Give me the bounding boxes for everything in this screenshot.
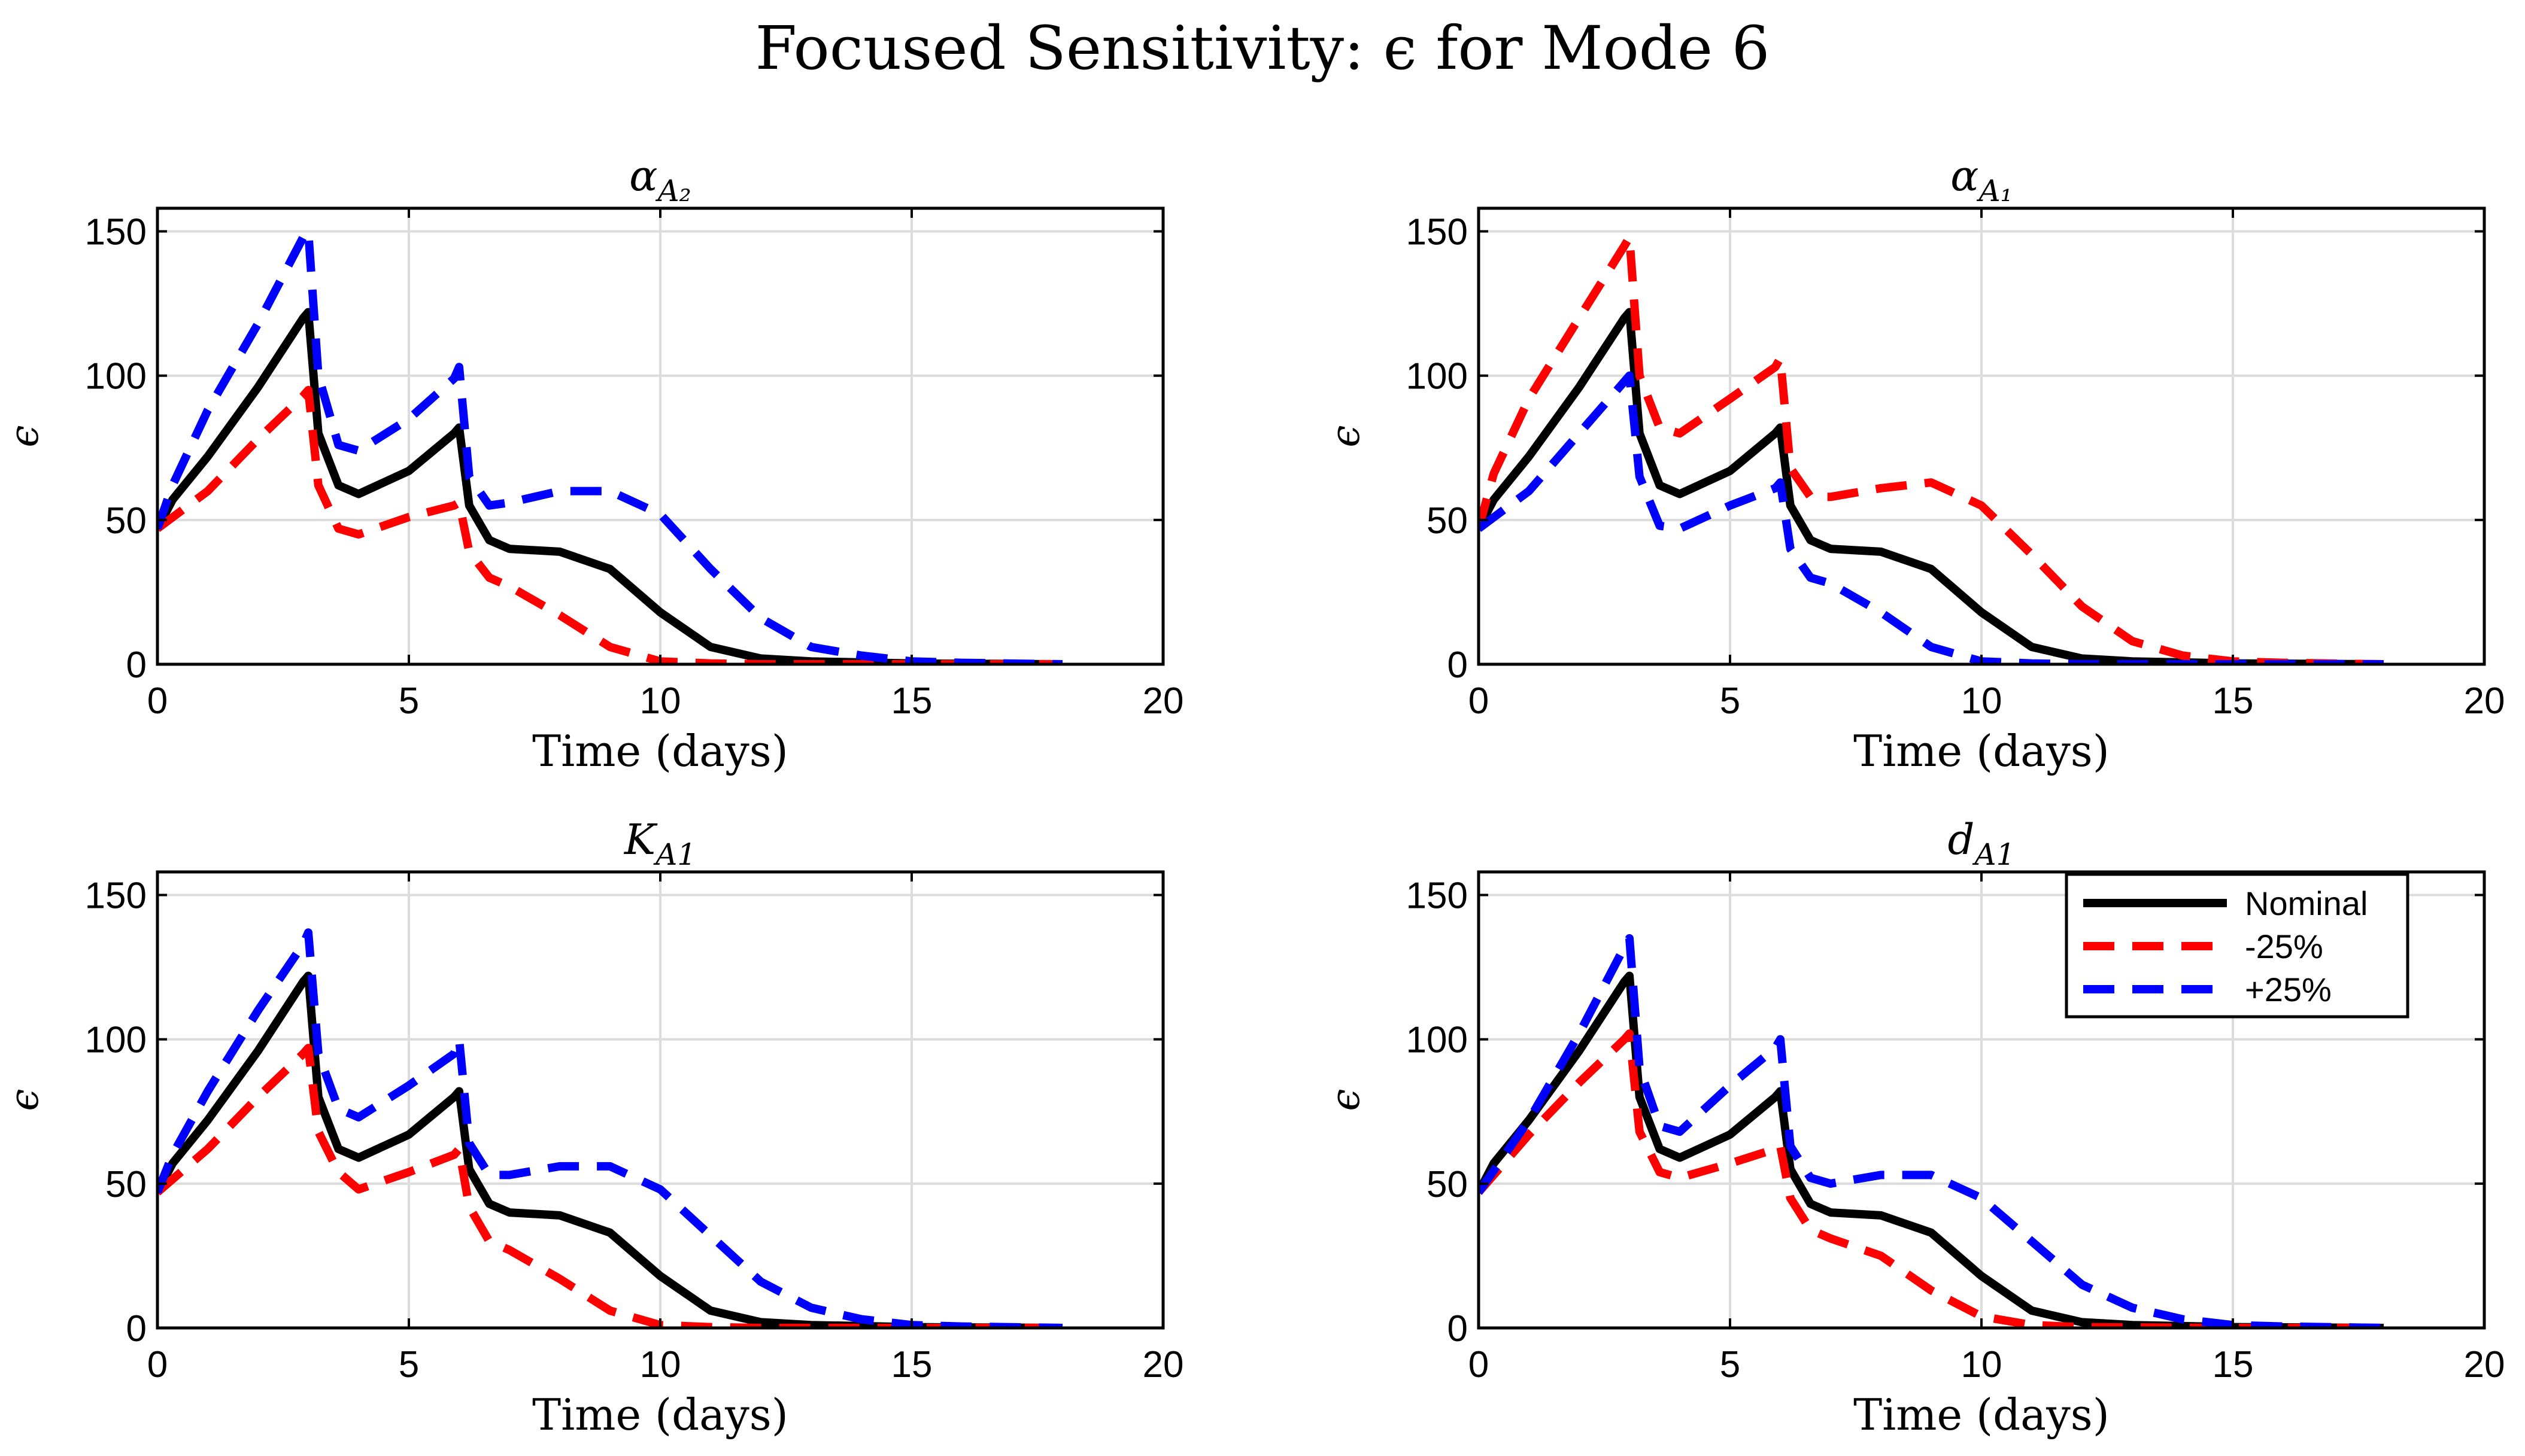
legend-label-2: -25% xyxy=(2245,928,2323,965)
panel-title: αA₁ xyxy=(1950,151,2012,208)
panel-title-subscript: A1 xyxy=(1972,837,2015,872)
x-tick-label: 5 xyxy=(399,680,419,722)
figure-title: Focused Sensitivity: ϵ for Mode 6 xyxy=(755,13,1770,83)
legend-label-1: Nominal xyxy=(2245,884,2368,922)
y-tick-label: 0 xyxy=(1447,645,1468,686)
panel-title-subscript: A₂ xyxy=(655,174,691,208)
x-tick-label: 15 xyxy=(891,1344,933,1385)
x-tick-label: 10 xyxy=(1961,1344,2002,1385)
series-line-minus25pct xyxy=(1479,233,2384,664)
y-axis-label: ϵ xyxy=(1,1089,47,1111)
y-tick-label: 150 xyxy=(85,212,147,253)
x-tick-label: 10 xyxy=(640,1344,681,1385)
y-tick-label: 0 xyxy=(126,645,147,686)
y-axis-label: ϵ xyxy=(1322,425,1368,448)
panel-title: KA1 xyxy=(623,815,696,872)
series-line-nominal xyxy=(157,308,1063,664)
y-tick-label: 100 xyxy=(85,356,147,397)
panel-title-subscript: A1 xyxy=(653,837,696,872)
panel-title-subscript: A₁ xyxy=(1977,174,2013,208)
y-tick-label: 50 xyxy=(1427,1164,1468,1205)
legend-box xyxy=(2065,873,2409,1019)
panel-4: 0 5 10 15 20 0 50 100 150 dA1 Time (days) ϵ xyxy=(1322,815,2505,1440)
x-tick-label: 5 xyxy=(1720,680,1740,722)
series-line-nominal xyxy=(1479,971,2384,1328)
panel-title-symbol: d xyxy=(1948,815,1975,864)
x-axis-label: Time (days) xyxy=(532,1390,788,1440)
x-tick-label: 20 xyxy=(2464,680,2505,722)
y-tick-label: 150 xyxy=(1406,212,1468,253)
panel-title-symbol: K xyxy=(623,815,658,864)
series-line-nominal xyxy=(157,971,1063,1328)
y-tick-label: 0 xyxy=(126,1308,147,1349)
x-tick-label: 10 xyxy=(640,680,681,722)
y-tick-label: 150 xyxy=(85,876,147,917)
x-axis-label: Time (days) xyxy=(1853,1390,2110,1440)
panel-title-symbol: α xyxy=(1950,151,1978,200)
series-line-plus25pct xyxy=(157,227,1063,664)
panel-title: αA₂ xyxy=(629,151,691,208)
x-tick-label: 10 xyxy=(1961,680,2002,722)
series-line-minus25pct xyxy=(1479,1029,2384,1328)
y-tick-label: 0 xyxy=(1447,1308,1468,1349)
x-tick-label: 0 xyxy=(147,680,168,722)
y-tick-label: 50 xyxy=(105,1164,147,1205)
y-tick-label: 100 xyxy=(1406,356,1468,397)
series-line-plus25pct xyxy=(1479,371,2384,664)
y-tick-label: 50 xyxy=(105,500,147,542)
x-tick-label: 0 xyxy=(1468,680,1489,722)
x-tick-label: 0 xyxy=(147,1344,168,1385)
y-tick-label: 100 xyxy=(1406,1020,1468,1061)
x-tick-label: 20 xyxy=(1143,680,1184,722)
y-tick-label: 100 xyxy=(85,1020,147,1061)
panel-title: dA1 xyxy=(1948,815,2016,872)
y-axis-label: ϵ xyxy=(1,425,47,448)
panel-title-symbol: α xyxy=(629,151,657,200)
series-line-nominal xyxy=(1479,308,2384,664)
x-tick-label: 20 xyxy=(2464,1344,2505,1385)
x-axis-label: Time (days) xyxy=(1853,726,2110,776)
x-tick-label: 5 xyxy=(399,1344,419,1385)
y-axis-label: ϵ xyxy=(1322,1089,1368,1111)
series-line-plus25pct xyxy=(1479,934,2384,1328)
panel-3: 0 5 10 15 20 0 50 100 150 KA1 Time (days) ϵ xyxy=(1,815,1183,1440)
series-line-minus25pct xyxy=(157,385,1063,664)
x-tick-label: 20 xyxy=(1143,1344,1184,1385)
y-tick-label: 150 xyxy=(1406,876,1468,917)
panel-2: 0 5 10 15 20 0 50 100 150 αA₁ Time (days) ϵ xyxy=(1322,151,2505,776)
series-line-plus25pct xyxy=(157,928,1063,1328)
x-axis-label: Time (days) xyxy=(532,726,788,776)
x-tick-label: 15 xyxy=(2213,1344,2254,1385)
x-tick-label: 5 xyxy=(1720,1344,1740,1385)
series-line-minus25pct xyxy=(157,1044,1063,1328)
x-tick-label: 0 xyxy=(1468,1344,1489,1385)
y-tick-label: 50 xyxy=(1427,500,1468,542)
x-tick-label: 15 xyxy=(891,680,933,722)
legend: Nominal -25% +25% xyxy=(2065,873,2409,1019)
x-tick-label: 15 xyxy=(2213,680,2254,722)
legend-label-3: +25% xyxy=(2245,971,2332,1008)
panel-1: 0 5 10 15 20 0 50 100 150 αA₂ Time (days) ϵ xyxy=(1,151,1183,776)
